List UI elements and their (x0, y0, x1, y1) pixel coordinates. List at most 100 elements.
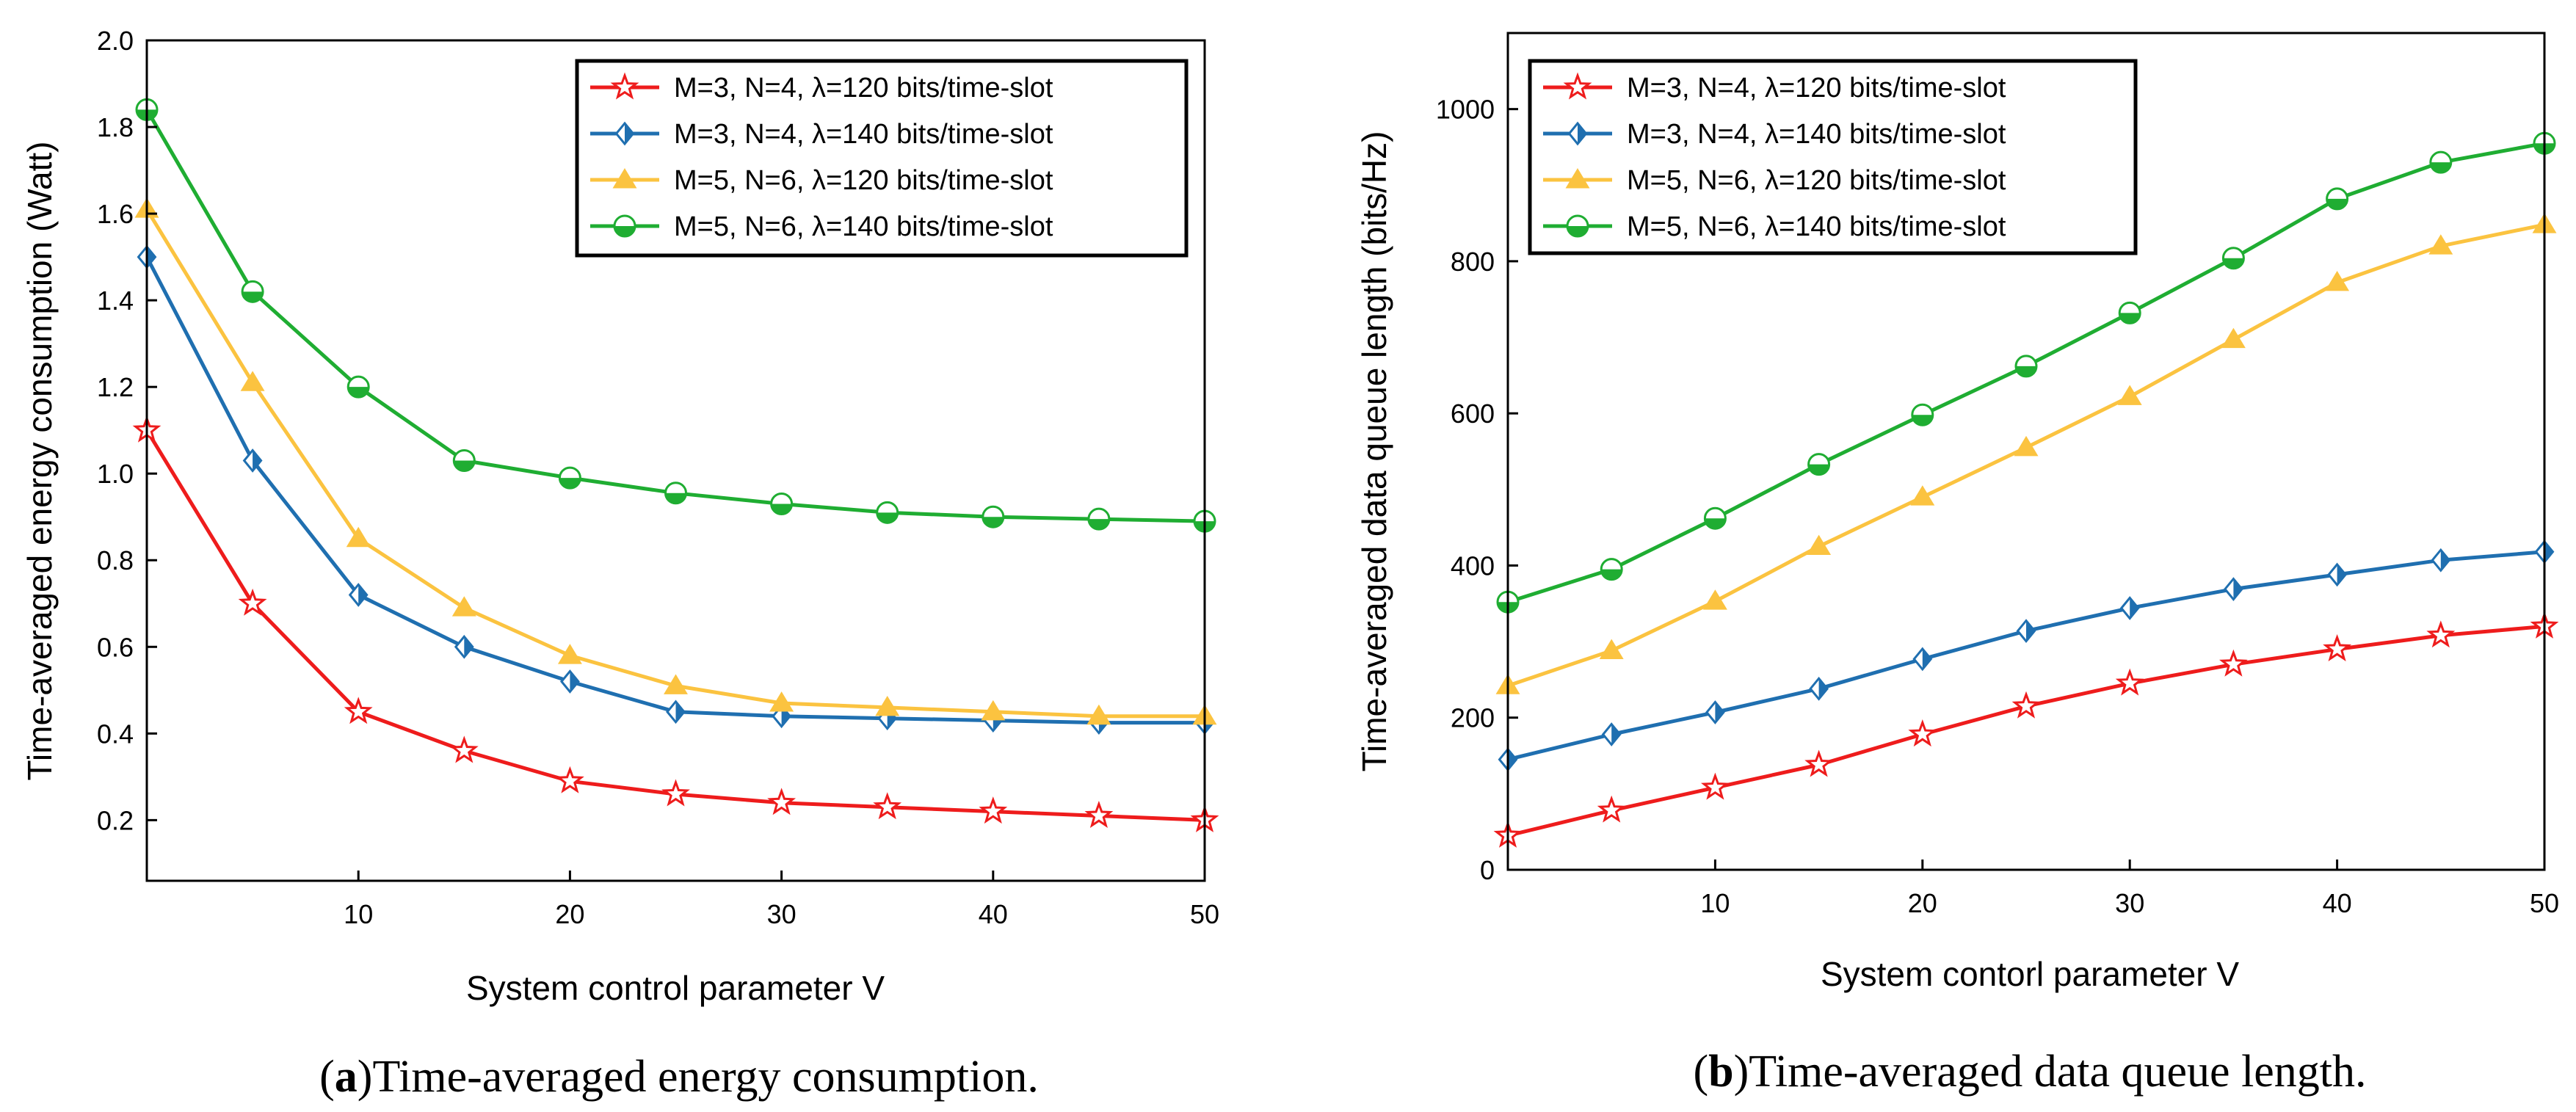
y-tick-label: 200 (1451, 703, 1495, 733)
data-point (346, 526, 371, 548)
y-tick-label: 800 (1451, 247, 1495, 277)
data-point (452, 449, 476, 472)
legend-marker (613, 214, 636, 238)
data-point (2326, 187, 2349, 211)
y-tick-label: 0.4 (97, 719, 134, 749)
data-point (2118, 301, 2141, 324)
x-axis-ticks-a: 10 20 30 40 50 (344, 871, 1219, 929)
data-point (2014, 355, 2038, 378)
data-point (2323, 634, 2352, 661)
legend-label: M=5, N=6, λ=140 bits/time-slot (1627, 211, 2006, 242)
legend-entry-2: M=3, N=4, λ=140 bits/time-slot (1543, 119, 2006, 150)
data-point (981, 699, 1006, 721)
y-tick-label: 0.8 (97, 545, 134, 575)
data-point (1600, 558, 1623, 581)
data-point (2223, 577, 2243, 601)
data-point (2014, 435, 2039, 457)
data-point (2016, 619, 2036, 643)
series-2 (1498, 539, 2555, 772)
data-point (2325, 270, 2350, 291)
x-tick-label: 10 (1700, 888, 1730, 918)
y-tick-label: 400 (1451, 550, 1495, 581)
x-axis-ticks-b: 10 20 30 40 50 (1700, 860, 2559, 918)
legend-marker (1563, 72, 1592, 100)
data-point (1912, 647, 1933, 672)
y-tick-label: 1.0 (97, 459, 134, 489)
data-point (238, 588, 267, 616)
data-point (1084, 801, 1114, 828)
legend-marker (612, 168, 637, 189)
y-axis-title-b: Time-averaged data queue length (bits/Hz… (1355, 131, 1393, 772)
data-point (559, 669, 580, 694)
data-point (873, 792, 902, 820)
legend-entry-4: M=5, N=6, λ=140 bits/time-slot (1543, 211, 2006, 242)
legend-entry-3: M=5, N=6, λ=120 bits/time-slot (1543, 165, 2006, 196)
x-tick-label: 30 (2115, 888, 2144, 918)
legend-box-b (1528, 59, 2138, 255)
data-point (1086, 704, 1111, 725)
y-tick-label: 1.2 (97, 372, 134, 402)
x-tick-label: 10 (344, 899, 373, 929)
data-point (240, 371, 265, 391)
data-point (1910, 485, 1935, 506)
legend-label: M=3, N=4, λ=120 bits/time-slot (1627, 73, 2006, 103)
data-point (664, 674, 688, 694)
data-point (2221, 327, 2246, 349)
data-point (347, 375, 370, 399)
x-axis-title-a: System control parameter V (466, 969, 885, 1007)
data-point (2327, 562, 2348, 587)
data-point (1807, 453, 1831, 476)
caption-letter-b: b (1708, 1047, 1733, 1097)
data-point (1807, 534, 1832, 556)
series-1 (1493, 611, 2559, 848)
series-3 (134, 197, 1217, 725)
legend-box-a (575, 59, 1189, 258)
data-point (557, 644, 582, 664)
y-tick-label: 0.2 (97, 805, 134, 835)
legend-entry-2: M=3, N=4, λ=140 bits/time-slot (590, 119, 1053, 150)
series-4 (1496, 131, 2556, 614)
data-point (876, 501, 899, 524)
legend-label: M=3, N=4, λ=140 bits/time-slot (1627, 119, 2006, 150)
legend-label: M=3, N=4, λ=120 bits/time-slot (674, 73, 1053, 103)
x-tick-label: 40 (2323, 888, 2352, 918)
series-1 (132, 415, 1219, 832)
data-point (664, 481, 687, 505)
legend-label: M=5, N=6, λ=120 bits/time-slot (674, 165, 1053, 196)
data-point (2115, 668, 2144, 696)
data-point (1908, 719, 1937, 747)
y-tick-label: 600 (1451, 399, 1495, 429)
data-point (769, 691, 794, 712)
legend-marker (614, 121, 635, 146)
data-point (2219, 649, 2248, 677)
legend-marker (1565, 168, 1590, 189)
series-2 (137, 244, 1215, 735)
plot-area-a (132, 98, 1219, 832)
legend-label: M=3, N=4, λ=140 bits/time-slot (674, 119, 1053, 150)
x-tick-label: 20 (1908, 888, 1937, 918)
data-point (344, 697, 373, 724)
data-point (348, 583, 369, 607)
caption-b: (b)Time-averaged data queue length. (1693, 1047, 2366, 1097)
legend-marker (610, 72, 639, 100)
y-tick-label: 1.8 (97, 112, 134, 142)
data-point (1705, 700, 1725, 724)
data-point (241, 280, 264, 303)
chart-panel-a: 10 20 30 40 50 0.2 0.4 0.6 0.8 1.0 1.2 1.4 1.6 1.8 2.… (21, 26, 1219, 1102)
y-tick-label: 1.6 (97, 199, 134, 229)
plot-area-b (1493, 131, 2559, 848)
y-tick-label: 1000 (1436, 95, 1495, 125)
x-tick-label: 50 (1190, 899, 1219, 929)
legend-label: M=5, N=6, λ=120 bits/time-slot (1627, 165, 2006, 196)
data-point (1601, 722, 1622, 746)
legend-entry-3: M=5, N=6, λ=120 bits/time-slot (590, 165, 1053, 196)
y-tick-label: 2.0 (97, 26, 134, 56)
data-point (1599, 639, 1624, 660)
data-point (1087, 507, 1111, 531)
chart-panel-b: 10 20 30 40 50 0 200 400 600 800 1000 System cont… (1355, 32, 2559, 1097)
y-axis-title-a: Time-averaged energy consumption (Watt) (21, 142, 59, 781)
data-point (2117, 385, 2142, 405)
legend-a: M=3, N=4, λ=120 bits/time-slot M=3, N=4, … (575, 59, 1189, 258)
x-axis-title-b: System contorl parameter V (1821, 955, 2239, 993)
